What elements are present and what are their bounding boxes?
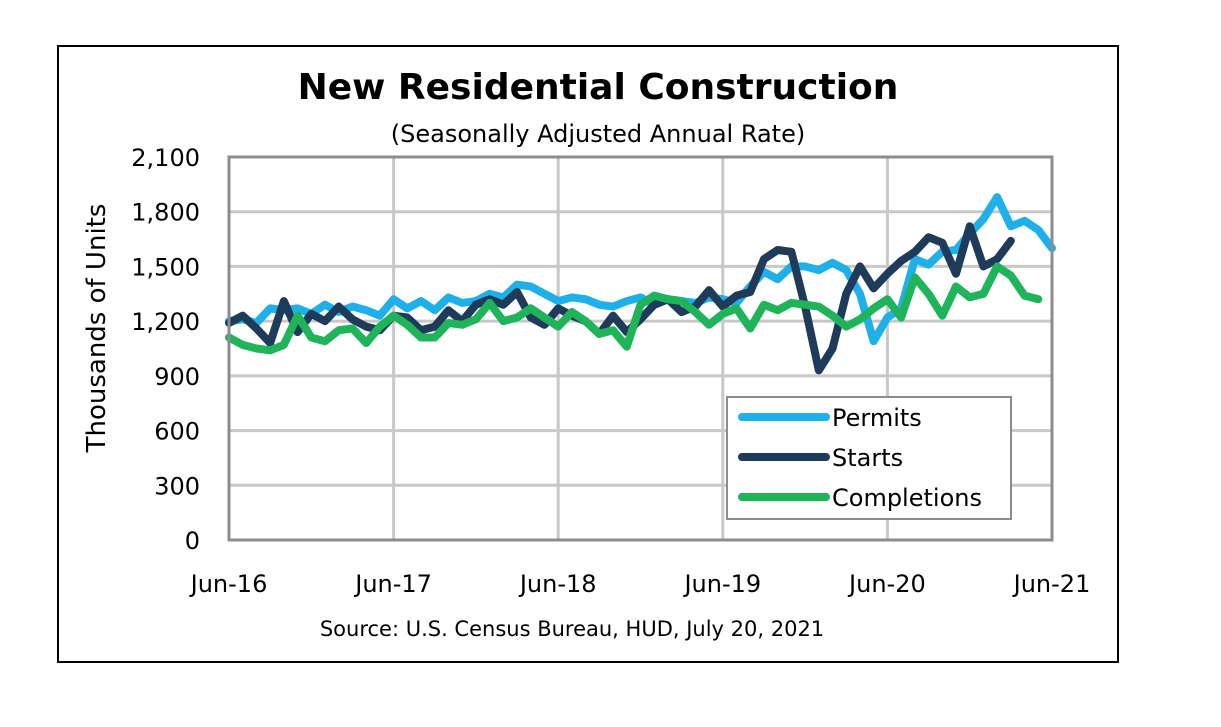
legend-label-completions: Completions — [832, 484, 982, 512]
plot-area-border — [227, 155, 1054, 542]
y-tick-label: 1,800 — [131, 199, 200, 227]
y-tick-label: 0 — [185, 527, 200, 555]
x-tick-labels: Jun-16 Jun-17 Jun-18 Jun-19 Jun-20 Jun-21 — [189, 570, 1091, 598]
legend: Permits Starts Completions — [726, 396, 1012, 520]
y-axis-label: Thousands of Units — [82, 204, 112, 454]
y-tick-label: 1,500 — [131, 253, 200, 281]
series-line-permits — [225, 193, 1056, 346]
legend-label-starts: Starts — [832, 444, 903, 472]
series-lines — [225, 193, 1056, 375]
x-tick-label: Jun-17 — [353, 570, 432, 598]
y-tick-label: 600 — [154, 418, 200, 446]
chart-frame — [57, 45, 1119, 663]
source-note: Source: U.S. Census Bureau, HUD, July 20… — [320, 617, 824, 641]
y-tick-label: 2,100 — [131, 144, 200, 172]
x-tick-label: Jun-16 — [189, 570, 268, 598]
y-tick-label: 1,200 — [131, 308, 200, 336]
series-line-starts — [225, 222, 1015, 375]
y-tick-labels: 0 300 600 900 1,200 1,500 1,800 2,100 — [131, 144, 200, 555]
chart-title: New Residential Construction — [298, 67, 899, 108]
x-tick-label: Jun-18 — [518, 570, 597, 598]
chart-subtitle: (Seasonally Adjusted Annual Rate) — [391, 120, 805, 148]
y-tick-label: 900 — [154, 363, 200, 391]
x-tick-label: Jun-21 — [1012, 570, 1091, 598]
y-tick-label: 300 — [154, 472, 200, 500]
legend-label-permits: Permits — [832, 404, 922, 432]
x-tick-label: Jun-20 — [847, 570, 926, 598]
series-line-completions — [225, 262, 1043, 355]
x-tick-label: Jun-19 — [682, 570, 761, 598]
